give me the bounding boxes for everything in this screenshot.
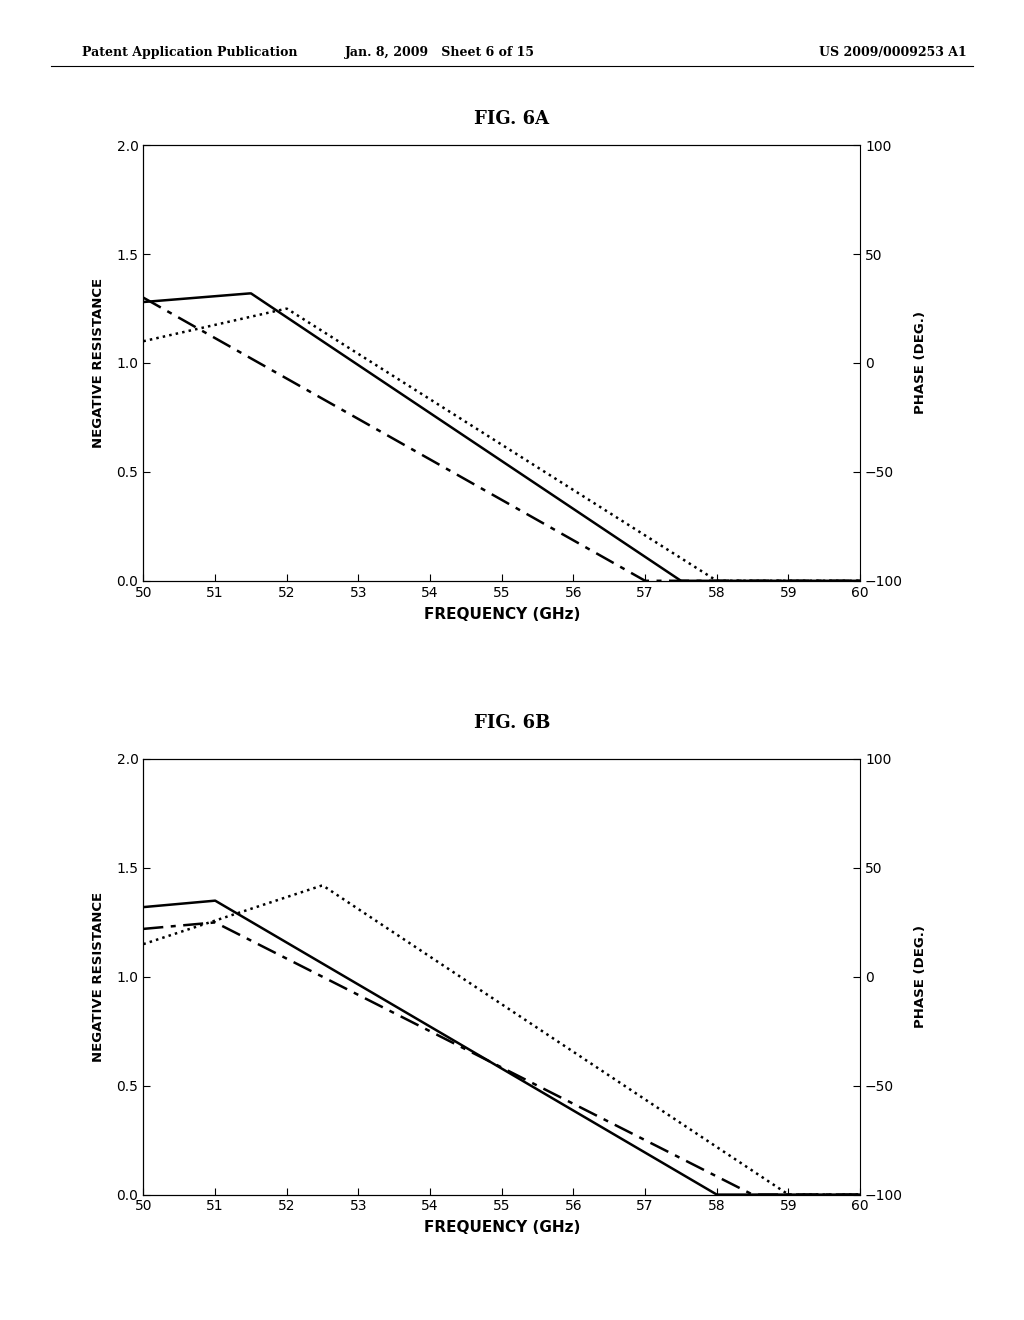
Text: Jan. 8, 2009   Sheet 6 of 15: Jan. 8, 2009 Sheet 6 of 15 bbox=[345, 46, 536, 59]
Y-axis label: NEGATIVE RESISTANCE: NEGATIVE RESISTANCE bbox=[92, 279, 105, 447]
Text: US 2009/0009253 A1: US 2009/0009253 A1 bbox=[819, 46, 967, 59]
Y-axis label: NEGATIVE RESISTANCE: NEGATIVE RESISTANCE bbox=[92, 892, 105, 1061]
Text: Patent Application Publication: Patent Application Publication bbox=[82, 46, 297, 59]
Text: FIG. 6A: FIG. 6A bbox=[474, 110, 550, 128]
X-axis label: FREQUENCY (GHz): FREQUENCY (GHz) bbox=[424, 607, 580, 622]
Y-axis label: PHASE (DEG.): PHASE (DEG.) bbox=[914, 925, 927, 1028]
X-axis label: FREQUENCY (GHz): FREQUENCY (GHz) bbox=[424, 1221, 580, 1236]
Y-axis label: PHASE (DEG.): PHASE (DEG.) bbox=[914, 312, 927, 414]
Text: FIG. 6B: FIG. 6B bbox=[474, 714, 550, 733]
